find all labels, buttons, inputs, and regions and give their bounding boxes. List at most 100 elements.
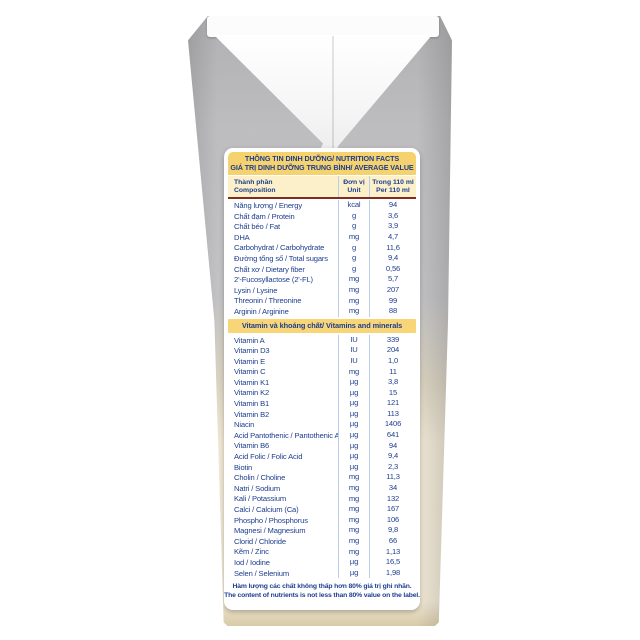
nutrient-unit: µg xyxy=(338,567,369,579)
nutrient-row: Selen / Selenium µg 1,98 xyxy=(228,567,416,579)
nutrient-name: Acid Pantothenic / Pantothenic Acid xyxy=(234,430,338,440)
nutrient-value: 16,5 xyxy=(369,557,416,568)
nutrient-name: Lysin / Lysine xyxy=(234,285,278,295)
nutrient-name: Chất xơ / Dietary fiber xyxy=(234,264,305,274)
nutrient-name: Cholin / Choline xyxy=(234,473,286,483)
nutrient-row: 2'-Fucosyllactose (2'-FL) mg 5,7 xyxy=(228,274,416,285)
nutrition-panel-title: THÔNG TIN DINH DƯỠNG/ NUTRITION FACTS GI… xyxy=(228,152,416,176)
nutrient-unit: mg xyxy=(338,284,369,296)
milk-carton-back: THÔNG TIN DINH DƯỠNG/ NUTRITION FACTS GI… xyxy=(188,16,452,626)
nutrient-name: Vitamin C xyxy=(234,367,266,377)
nutrient-value: 2,3 xyxy=(369,461,416,473)
nutrient-row: Năng lượng / Energy kcal 94 xyxy=(228,200,416,211)
nutrient-unit: µg xyxy=(338,451,369,462)
nutrient-value: 207 xyxy=(369,284,416,296)
nutrient-unit: mg xyxy=(338,366,369,378)
nutrient-value: 94 xyxy=(369,440,416,452)
nutrient-value: 3,8 xyxy=(369,377,416,388)
nutrient-row: Arginin / Arginine mg 88 xyxy=(228,306,416,317)
nutrient-row: Vitamin K1 µg 3,8 xyxy=(228,377,416,388)
nutrient-row: Đường tổng số / Total sugars g 9,4 xyxy=(228,253,416,264)
panel-title-line2: GIÁ TRỊ DINH DƯỠNG TRUNG BÌNH/ AVERAGE V… xyxy=(230,162,414,172)
nutrient-row: Acid Folic / Folic Acid µg 9,4 xyxy=(228,451,416,462)
label-footnote: Hàm lượng các chất không thấp hơn 80% gi… xyxy=(224,583,420,600)
nutrient-row: Threonin / Threonine mg 99 xyxy=(228,295,416,307)
nutrient-value: 641 xyxy=(369,430,416,441)
nutrient-row: Vitamin B1 µg 121 xyxy=(228,398,416,409)
nutrient-value: 1,98 xyxy=(369,567,416,579)
nutrient-rows-vitamins: Vitamin A IU 339 Vitamin D3 IU 204 Vitamin E IU… xyxy=(228,334,416,579)
nutrient-name: Năng lượng / Energy xyxy=(234,200,303,210)
nutrient-name: Threonin / Threonine xyxy=(234,296,302,306)
nutrient-unit: IU xyxy=(338,334,369,346)
nutrient-value: 1406 xyxy=(369,419,416,431)
nutrient-row: Cholin / Choline mg 11,3 xyxy=(228,472,416,484)
nutrient-name: Acid Folic / Folic Acid xyxy=(234,452,303,462)
nutrient-unit: mg xyxy=(338,514,369,526)
nutrient-row: Iod / Iodine µg 16,5 xyxy=(228,557,416,568)
nutrient-name: Chất béo / Fat xyxy=(234,222,281,232)
nutrient-unit: mg xyxy=(338,536,369,547)
nutrient-name: Arginin / Arginine xyxy=(234,306,289,316)
nutrient-unit: g xyxy=(338,221,369,232)
nutrient-name: Kali / Potassium xyxy=(234,494,287,504)
nutrient-unit: g xyxy=(338,242,369,254)
nutrient-name: Vitamin K1 xyxy=(234,377,270,387)
nutrient-name: 2'-Fucosyllactose (2'-FL) xyxy=(234,275,313,285)
nutrient-unit: g xyxy=(338,210,369,222)
nutrient-row: Vitamin K2 µg 15 xyxy=(228,387,416,399)
vitamins-minerals-section-header: Vitamin và khoáng chất/ Vitamins and min… xyxy=(228,318,416,333)
nutrient-name: Phospho / Phosphorus xyxy=(234,515,308,525)
nutrient-unit: kcal xyxy=(338,200,369,211)
nutrient-row: Vitamin C mg 11 xyxy=(228,366,416,378)
nutrient-value: 9,4 xyxy=(369,253,416,264)
nutrient-name: Chất đạm / Protein xyxy=(234,211,295,221)
nutrient-value: 9,4 xyxy=(369,451,416,462)
nutrient-value: 0,56 xyxy=(369,263,416,275)
column-composition: Thành phần Composition xyxy=(234,178,276,194)
nutrient-row: Chất béo / Fat g 3,9 xyxy=(228,221,416,232)
nutrient-unit: µg xyxy=(338,557,369,568)
footnote-vi: Hàm lượng các chất không thấp hơn 80% gi… xyxy=(232,583,412,591)
nutrient-value: 34 xyxy=(369,483,416,494)
nutrient-name: Kẽm / Zinc xyxy=(234,547,269,557)
nutrient-name: Calci / Calcium (Ca) xyxy=(234,505,299,515)
nutrient-value: 99 xyxy=(369,295,416,307)
carton-top-fold-band xyxy=(207,16,439,37)
nutrient-value: 3,9 xyxy=(369,221,416,232)
footnote-en: The content of nutrients is not less tha… xyxy=(224,591,420,599)
nutrient-value: 11 xyxy=(369,366,416,378)
nutrient-row: Kali / Potassium mg 132 xyxy=(228,493,416,505)
nutrient-name: Đường tổng số / Total sugars xyxy=(234,253,328,263)
nutrient-row: Biotin µg 2,3 xyxy=(228,461,416,473)
nutrient-unit: µg xyxy=(338,398,369,409)
nutrient-row: Kẽm / Zinc mg 1,13 xyxy=(228,546,416,558)
nutrient-value: 167 xyxy=(369,504,416,515)
nutrient-name: Vitamin B2 xyxy=(234,409,270,419)
nutrient-name: Clorid / Chloride xyxy=(234,536,286,546)
nutrient-value: 1,13 xyxy=(369,546,416,558)
nutrient-name: DHA xyxy=(234,232,250,242)
header-separator-rule xyxy=(228,197,416,200)
nutrient-unit: mg xyxy=(338,231,369,243)
nutrient-row: Vitamin B2 µg 113 xyxy=(228,408,416,420)
nutrient-name: Biotin xyxy=(234,462,253,472)
column-unit: Đơn vị Unit xyxy=(338,176,369,198)
nutrient-name: Carbohydrat / Carbohydrate xyxy=(234,243,325,253)
nutrient-name: Vitamin E xyxy=(234,356,266,366)
nutrient-value: 88 xyxy=(369,306,416,317)
nutrient-row: Niacin µg 1406 xyxy=(228,419,416,431)
nutrient-value: 106 xyxy=(369,514,416,526)
table-column-header: Thành phần Composition Đơn vị Unit Trong… xyxy=(228,176,416,198)
nutrient-name: Vitamin B1 xyxy=(234,399,270,409)
nutrient-row: DHA mg 4,7 xyxy=(228,231,416,243)
nutrient-name: Iod / Iodine xyxy=(234,557,270,567)
nutrient-unit: mg xyxy=(338,525,369,536)
nutrient-value: 11,3 xyxy=(369,472,416,484)
nutrient-value: 66 xyxy=(369,536,416,547)
panel-title-line1: THÔNG TIN DINH DƯỠNG/ NUTRITION FACTS xyxy=(244,154,400,163)
nutrient-value: 113 xyxy=(369,408,416,420)
nutrient-value: 5,7 xyxy=(369,274,416,285)
nutrient-unit: mg xyxy=(338,274,369,285)
nutrient-unit: mg xyxy=(338,295,369,307)
